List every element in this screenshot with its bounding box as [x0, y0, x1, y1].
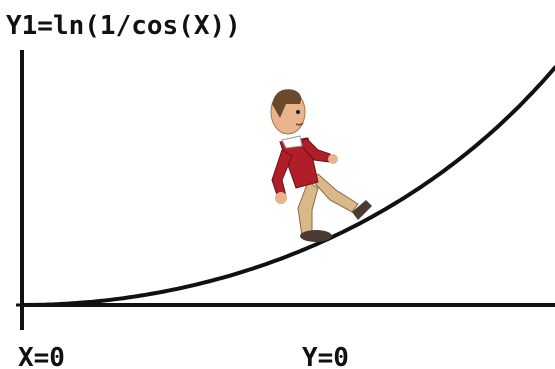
series-line-y1	[20, 65, 555, 307]
trace-cursor	[16, 299, 28, 311]
walking-man-icon	[270, 89, 372, 242]
y-readout: Y=0	[302, 343, 349, 369]
function-title: Y1=ln(1/cos(X))	[6, 11, 241, 41]
x-readout: X=0	[18, 343, 65, 369]
